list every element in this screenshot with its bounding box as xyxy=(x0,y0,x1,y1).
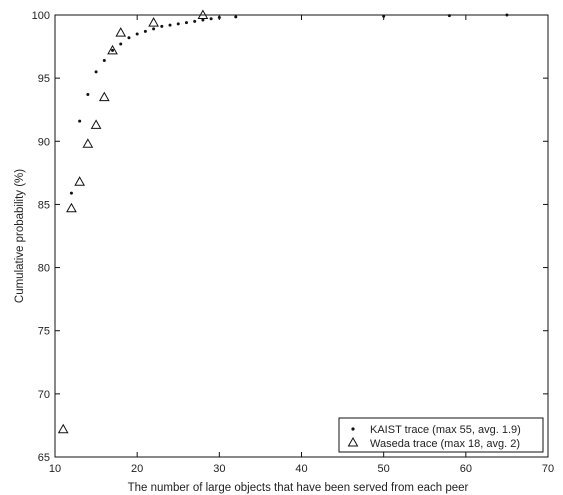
data-points xyxy=(57,9,509,434)
kaist-point xyxy=(102,58,106,62)
x-tick-label: 20 xyxy=(131,463,143,475)
y-tick-label: 75 xyxy=(38,326,50,338)
kaist-point xyxy=(505,13,509,17)
waseda-point xyxy=(90,119,102,129)
kaist-point xyxy=(143,29,147,33)
kaist-point xyxy=(234,15,238,19)
y-tick-label: 95 xyxy=(38,73,50,85)
kaist-point xyxy=(209,17,213,21)
kaist-point xyxy=(119,42,123,46)
kaist-point xyxy=(168,23,172,27)
x-axis-label: The number of large objects that have be… xyxy=(128,482,469,494)
kaist-point xyxy=(69,191,73,195)
kaist-point xyxy=(78,119,82,123)
kaist-point xyxy=(152,27,156,31)
x-axis-ticks: 10 20 30 40 50 60 70 xyxy=(49,15,554,475)
kaist-point xyxy=(94,70,98,74)
legend-marker-waseda xyxy=(347,436,359,447)
kaist-point xyxy=(382,14,386,18)
kaist-point xyxy=(201,18,205,22)
y-tick-label: 80 xyxy=(38,263,50,275)
waseda-point xyxy=(66,202,77,213)
waseda-point xyxy=(107,44,118,55)
plot-frame xyxy=(54,14,549,458)
legend-marker-kaist xyxy=(351,427,355,431)
kaist-point xyxy=(135,32,139,36)
waseda-point xyxy=(148,17,159,27)
y-tick-label: 100 xyxy=(32,10,50,22)
y-tick-label: 65 xyxy=(38,452,50,464)
y-axis-label: Cumulative probability (%) xyxy=(14,169,26,303)
kaist-point xyxy=(447,14,451,18)
kaist-point xyxy=(217,16,221,20)
x-tick-label: 60 xyxy=(460,463,472,475)
y-tick-label: 90 xyxy=(38,136,50,148)
kaist-point xyxy=(193,19,197,23)
waseda-point xyxy=(98,91,110,102)
y-tick-label: 85 xyxy=(38,199,50,211)
waseda-point xyxy=(115,27,127,37)
x-tick-label: 50 xyxy=(378,463,390,475)
y-axis-ticks: 65 70 75 80 85 90 95 100 xyxy=(32,10,548,464)
kaist-point xyxy=(184,21,188,25)
waseda-point xyxy=(197,9,209,19)
kaist-point xyxy=(160,24,164,28)
x-tick-label: 40 xyxy=(295,463,307,475)
legend-label-waseda: Waseda trace (max 18, avg. 2) xyxy=(370,438,520,450)
waseda-point xyxy=(74,176,86,186)
kaist-point xyxy=(111,48,115,52)
kaist-point xyxy=(176,22,180,26)
x-tick-label: 30 xyxy=(213,463,225,475)
x-tick-label: 10 xyxy=(49,463,61,475)
x-tick-label: 70 xyxy=(542,463,554,475)
kaist-point xyxy=(86,93,90,97)
kaist-point xyxy=(127,36,131,40)
legend-label-kaist: KAIST trace (max 55, avg. 1.9) xyxy=(370,424,521,436)
legend: KAIST trace (max 55, avg. 1.9) Waseda tr… xyxy=(338,417,544,453)
waseda-point xyxy=(82,138,94,148)
y-tick-label: 70 xyxy=(38,389,50,401)
legend-box xyxy=(338,417,544,453)
waseda-point xyxy=(57,423,69,434)
